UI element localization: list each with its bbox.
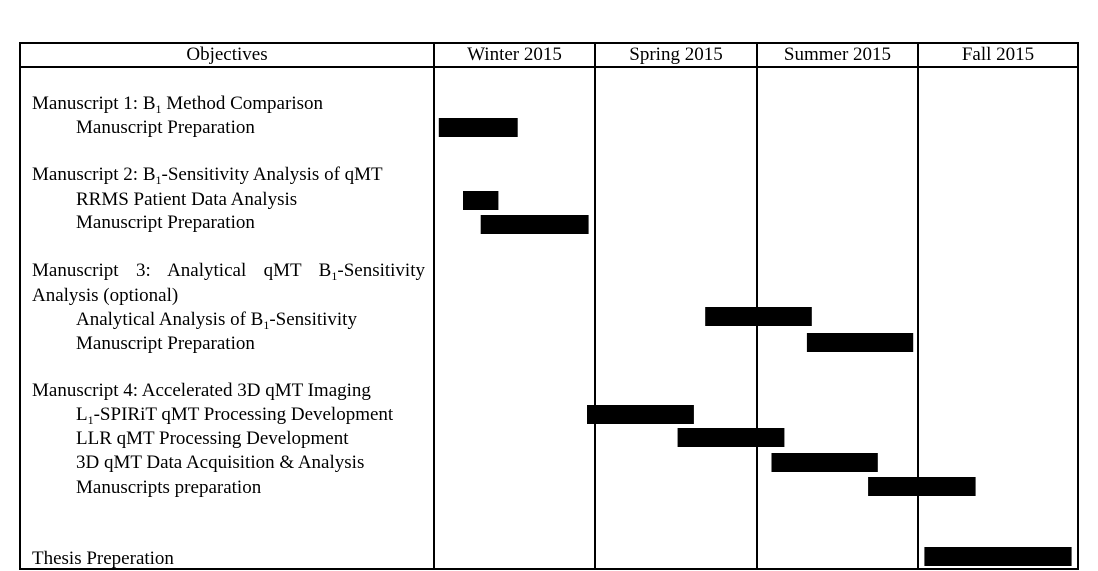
task-m2-manuscript-preparation: Manuscript Preparation — [76, 212, 255, 233]
group-manuscript-2: Manuscript 2: B1-Sensitivity Analysis of… — [32, 164, 383, 187]
subscript: 1 — [155, 173, 162, 187]
gantt-bars — [438, 118, 1072, 566]
gantt-bar — [771, 453, 878, 472]
header-summer-2015: Summer 2015 — [783, 44, 892, 65]
task-m3-manuscript-preparation: Manuscript Preparation — [76, 333, 255, 354]
header-objectives: Objectives — [186, 44, 268, 65]
subscript: 1 — [331, 269, 338, 283]
task-label-pre: Analytical Analysis of B — [76, 309, 264, 330]
group-label-post: -Sensitivity Analysis of qMT — [161, 164, 383, 185]
subscript: 1 — [263, 318, 270, 332]
group-label-pre: Manuscript 3: Analytical qMT B — [32, 260, 332, 281]
group-label-pre: Manuscript 2: B — [32, 164, 156, 185]
task-m4-llr: LLR qMT Processing Development — [76, 428, 349, 449]
group-label-post: -Sensitivity — [337, 260, 425, 281]
group-label-pre: Manuscript 1: B — [32, 93, 156, 114]
gantt-bar — [480, 215, 589, 234]
header-spring-2015: Spring 2015 — [629, 44, 723, 65]
gantt-bar — [677, 428, 785, 447]
header-fall-2015: Fall 2015 — [961, 44, 1035, 65]
group-manuscript-4: Manuscript 4: Accelerated 3D qMT Imaging — [32, 380, 371, 401]
task-m3-analytical-analysis: Analytical Analysis of B1-Sensitivity — [76, 309, 357, 332]
group-manuscript-3-line2: Analysis (optional) — [32, 285, 179, 306]
gantt-bar — [587, 405, 694, 424]
table-border — [19, 42, 1079, 570]
gantt-bar — [438, 118, 518, 137]
header-winter-2015: Winter 2015 — [467, 44, 562, 65]
group-label-post: Method Comparison — [161, 93, 323, 114]
gantt-bar — [868, 477, 976, 496]
task-label-post: -Sensitivity — [269, 309, 357, 330]
gantt-bar — [463, 191, 499, 210]
task-m4-manuscripts-preparation: Manuscripts preparation — [76, 477, 262, 498]
task-label-pre: L — [76, 404, 88, 425]
group-manuscript-3: Manuscript 3: Analytical qMT B1-Sensitiv… — [32, 260, 425, 283]
task-m1-manuscript-preparation: Manuscript Preparation — [76, 117, 255, 138]
task-label-post: -SPIRiT qMT Processing Development — [93, 404, 394, 425]
gantt-bar — [924, 547, 1072, 566]
group-manuscript-1: Manuscript 1: B1 Method Comparison — [32, 93, 323, 116]
task-m2-rrms-patient-data-analysis: RRMS Patient Data Analysis — [76, 189, 298, 210]
gantt-bar — [806, 333, 914, 352]
subscript: 1 — [155, 102, 162, 116]
subscript: 1 — [87, 413, 94, 427]
task-m4-l1-spirit: L1-SPIRiT qMT Processing Development — [76, 404, 393, 427]
group-thesis-preparation: Thesis Preperation — [32, 548, 174, 569]
task-m4-3d-acquisition: 3D qMT Data Acquisition & Analysis — [76, 452, 365, 473]
gantt-bar — [705, 307, 812, 326]
